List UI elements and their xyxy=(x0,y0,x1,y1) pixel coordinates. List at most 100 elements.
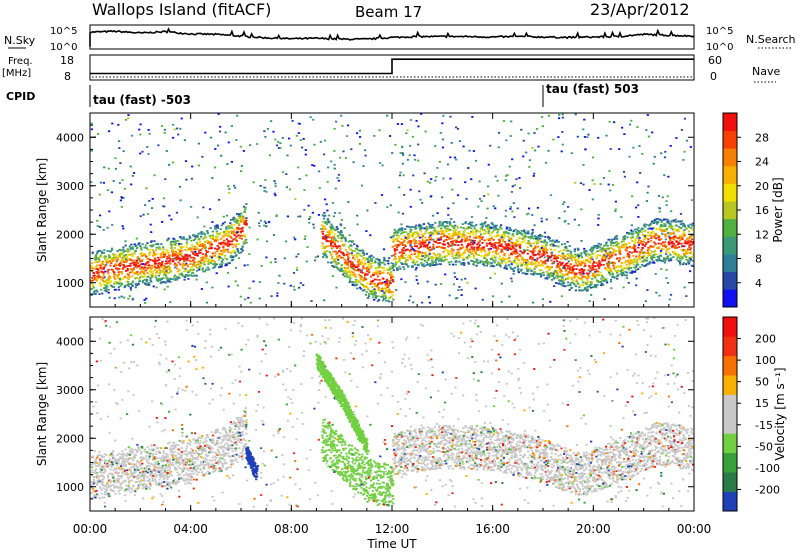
power-cell xyxy=(690,243,693,246)
power-cell xyxy=(657,195,660,197)
power-cell xyxy=(379,270,382,273)
power-cell xyxy=(545,244,548,247)
power-cell xyxy=(477,241,480,244)
power-cell xyxy=(656,256,659,258)
power-cell xyxy=(679,259,682,262)
power-cell xyxy=(676,237,679,240)
power-cell xyxy=(148,132,151,135)
power-cell xyxy=(420,262,423,264)
power-cell xyxy=(574,289,577,292)
power-cell xyxy=(497,262,500,264)
power-cell xyxy=(427,238,430,241)
power-cell xyxy=(485,264,488,267)
power-cell xyxy=(434,254,437,256)
power-cell xyxy=(208,268,211,271)
power-cell xyxy=(327,236,330,239)
power-cell xyxy=(376,284,379,287)
power-cell xyxy=(366,282,369,285)
power-cell xyxy=(369,234,372,237)
power-cell xyxy=(669,232,672,235)
power-cell xyxy=(414,231,417,234)
power-cell xyxy=(687,238,690,240)
power-cell xyxy=(185,243,188,246)
power-cell xyxy=(489,265,492,268)
power-cell xyxy=(676,255,679,257)
power-cell xyxy=(115,258,118,261)
power-cell xyxy=(510,253,514,256)
power-cell xyxy=(577,260,580,263)
power-cell xyxy=(356,132,359,135)
power-cell xyxy=(660,238,663,240)
power-cell xyxy=(429,257,432,260)
power-cell xyxy=(173,266,177,269)
power-cell xyxy=(227,251,230,253)
power-cell xyxy=(211,252,214,255)
power-cell xyxy=(149,251,152,254)
power-cell xyxy=(679,239,682,242)
power-cell xyxy=(653,262,656,264)
power-cell xyxy=(176,127,179,130)
power-cell xyxy=(689,146,692,148)
power-cell xyxy=(531,258,534,261)
power-cell xyxy=(129,247,132,249)
power-cell xyxy=(297,166,300,169)
power-cell xyxy=(184,276,187,278)
power-cell xyxy=(494,250,497,253)
power-cell xyxy=(166,249,169,252)
power-cell xyxy=(537,234,540,237)
power-cell xyxy=(442,231,445,234)
power-cell xyxy=(544,240,547,243)
power-cell xyxy=(139,123,142,126)
power-cell xyxy=(126,272,129,275)
power-cell xyxy=(637,241,640,244)
power-cell xyxy=(436,242,439,244)
power-cell xyxy=(369,258,372,261)
power-cell xyxy=(187,255,190,257)
power-cell xyxy=(225,214,229,217)
power-cell xyxy=(449,222,452,225)
power-cell xyxy=(453,229,456,232)
power-cell xyxy=(591,267,594,269)
power-cell xyxy=(565,247,568,249)
power-cell xyxy=(230,226,233,229)
power-cell xyxy=(680,238,683,240)
power-cell xyxy=(498,238,501,241)
power-cell xyxy=(196,254,199,257)
power-cell xyxy=(589,270,592,273)
power-cell xyxy=(492,256,495,259)
power-cell xyxy=(160,281,164,284)
power-cell xyxy=(376,300,379,302)
power-cell xyxy=(340,251,343,254)
power-cell xyxy=(131,269,134,271)
power-cell xyxy=(451,252,454,254)
power-cell xyxy=(663,223,666,225)
power-cell xyxy=(323,238,327,240)
power-cell xyxy=(362,263,365,266)
power-cell xyxy=(493,244,496,246)
power-cell xyxy=(522,155,525,158)
power-cell xyxy=(428,236,431,239)
power-cell xyxy=(153,254,156,256)
power-cell xyxy=(425,261,429,264)
power-cell xyxy=(586,277,589,280)
power-cell xyxy=(497,146,500,149)
power-cell xyxy=(189,236,192,239)
power-cell xyxy=(554,245,557,247)
power-cell xyxy=(547,258,550,261)
power-cell xyxy=(526,260,529,263)
power-cell xyxy=(222,249,226,251)
power-cell xyxy=(607,262,610,265)
power-cell xyxy=(639,242,642,245)
power-cell xyxy=(495,224,498,227)
power-cell xyxy=(385,289,388,292)
power-cell xyxy=(448,229,451,232)
power-cell xyxy=(367,270,370,273)
power-cell xyxy=(224,131,227,134)
power-cell xyxy=(515,256,519,259)
power-cell xyxy=(615,242,619,244)
power-cell xyxy=(425,246,428,249)
power-cell xyxy=(664,259,667,262)
power-cell xyxy=(476,262,479,265)
power-cell xyxy=(531,147,534,149)
power-cell xyxy=(609,255,612,258)
